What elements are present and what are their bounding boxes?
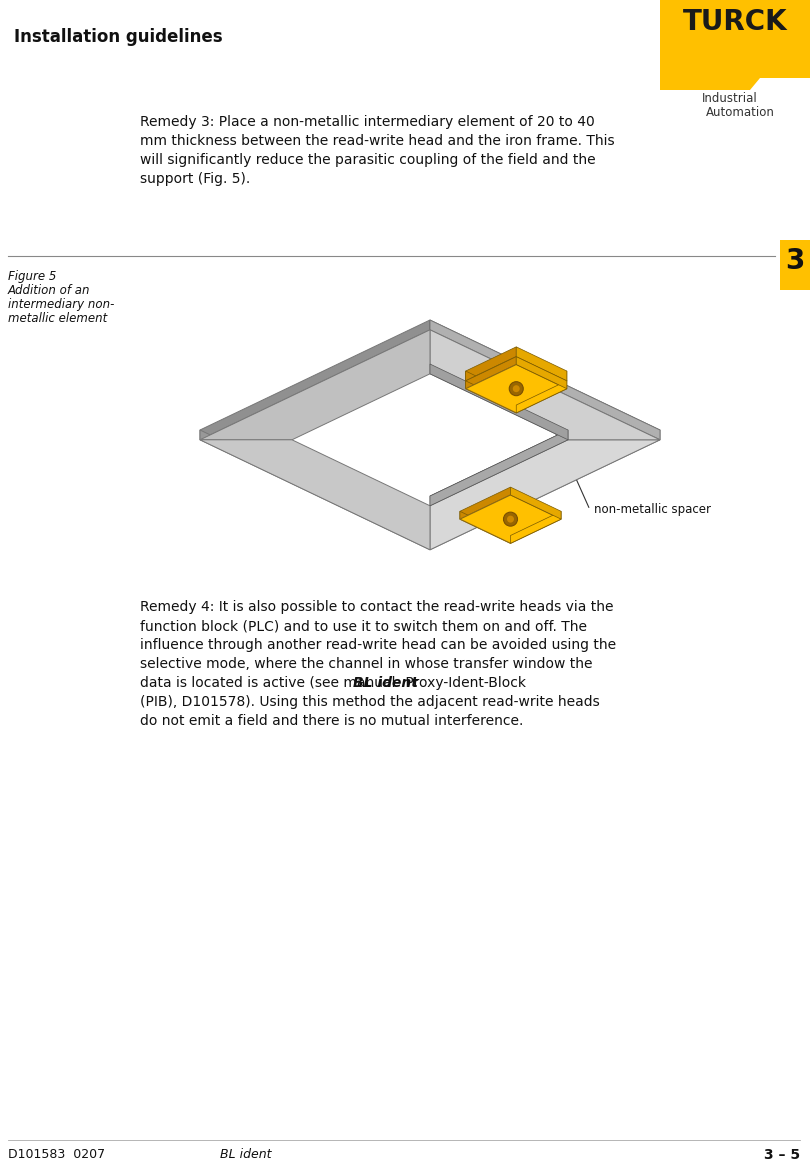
- Text: Remedy 4: It is also possible to contact the read-write heads via the: Remedy 4: It is also possible to contact…: [140, 600, 613, 614]
- Text: Industrial: Industrial: [702, 92, 758, 105]
- Polygon shape: [510, 487, 561, 519]
- Polygon shape: [200, 430, 430, 550]
- Text: intermediary non-: intermediary non-: [8, 298, 114, 311]
- Text: D101583  0207: D101583 0207: [8, 1149, 105, 1161]
- Text: will significantly reduce the parasitic coupling of the field and the: will significantly reduce the parasitic …: [140, 153, 595, 167]
- Text: support (Fig. 5).: support (Fig. 5).: [140, 173, 250, 187]
- Circle shape: [513, 385, 520, 392]
- Polygon shape: [516, 357, 567, 388]
- Text: Installation guidelines: Installation guidelines: [14, 28, 223, 45]
- Polygon shape: [430, 330, 660, 440]
- Polygon shape: [430, 319, 660, 440]
- Text: influence through another read-write head can be avoided using the: influence through another read-write hea…: [140, 638, 616, 652]
- Polygon shape: [466, 365, 567, 413]
- Text: Remedy 3: Place a non-metallic intermediary element of 20 to 40: Remedy 3: Place a non-metallic intermedi…: [140, 115, 595, 129]
- Text: selective mode, where the channel in whose transfer window the: selective mode, where the channel in who…: [140, 656, 592, 670]
- Polygon shape: [510, 512, 561, 543]
- Text: data is located is active (see manual: data is located is active (see manual: [140, 676, 400, 690]
- Text: BL ident: BL ident: [220, 1149, 271, 1161]
- Text: mm thickness between the read-write head and the iron frame. This: mm thickness between the read-write head…: [140, 134, 615, 148]
- Text: Addition of an: Addition of an: [8, 285, 91, 297]
- Circle shape: [509, 381, 523, 395]
- Polygon shape: [430, 319, 660, 430]
- Text: do not emit a field and there is no mutual interference.: do not emit a field and there is no mutu…: [140, 714, 523, 728]
- Polygon shape: [430, 430, 660, 540]
- Polygon shape: [466, 381, 516, 413]
- Bar: [780, 240, 810, 290]
- Polygon shape: [466, 357, 567, 405]
- Polygon shape: [466, 371, 516, 405]
- Text: 3: 3: [786, 247, 804, 275]
- Polygon shape: [460, 512, 510, 543]
- Polygon shape: [466, 346, 516, 381]
- Polygon shape: [660, 62, 810, 90]
- Circle shape: [507, 515, 514, 522]
- Text: 3 – 5: 3 – 5: [764, 1149, 800, 1163]
- Text: Automation: Automation: [706, 106, 774, 119]
- Text: metallic element: metallic element: [8, 312, 107, 325]
- Polygon shape: [516, 381, 567, 413]
- Polygon shape: [466, 357, 516, 388]
- Polygon shape: [516, 371, 567, 405]
- Circle shape: [504, 512, 518, 526]
- Polygon shape: [430, 430, 568, 506]
- Text: BL ident: BL ident: [353, 676, 418, 690]
- Polygon shape: [460, 487, 510, 519]
- Polygon shape: [430, 364, 568, 440]
- Polygon shape: [200, 319, 430, 440]
- Text: (PIB), D101578). Using this method the adjacent read-write heads: (PIB), D101578). Using this method the a…: [140, 695, 599, 709]
- Bar: [660, 0, 810, 62]
- Polygon shape: [460, 494, 561, 543]
- Polygon shape: [516, 346, 567, 381]
- Text: function block (PLC) and to use it to switch them on and off. The: function block (PLC) and to use it to sw…: [140, 619, 587, 633]
- Text: Figure 5: Figure 5: [8, 271, 57, 283]
- Polygon shape: [430, 440, 660, 550]
- Text: non-metallic spacer: non-metallic spacer: [594, 504, 711, 517]
- Polygon shape: [430, 430, 660, 550]
- Polygon shape: [200, 440, 430, 550]
- Text: TURCK: TURCK: [683, 8, 787, 36]
- Polygon shape: [200, 330, 430, 440]
- Text: Proxy-Ident-Block: Proxy-Ident-Block: [401, 676, 526, 690]
